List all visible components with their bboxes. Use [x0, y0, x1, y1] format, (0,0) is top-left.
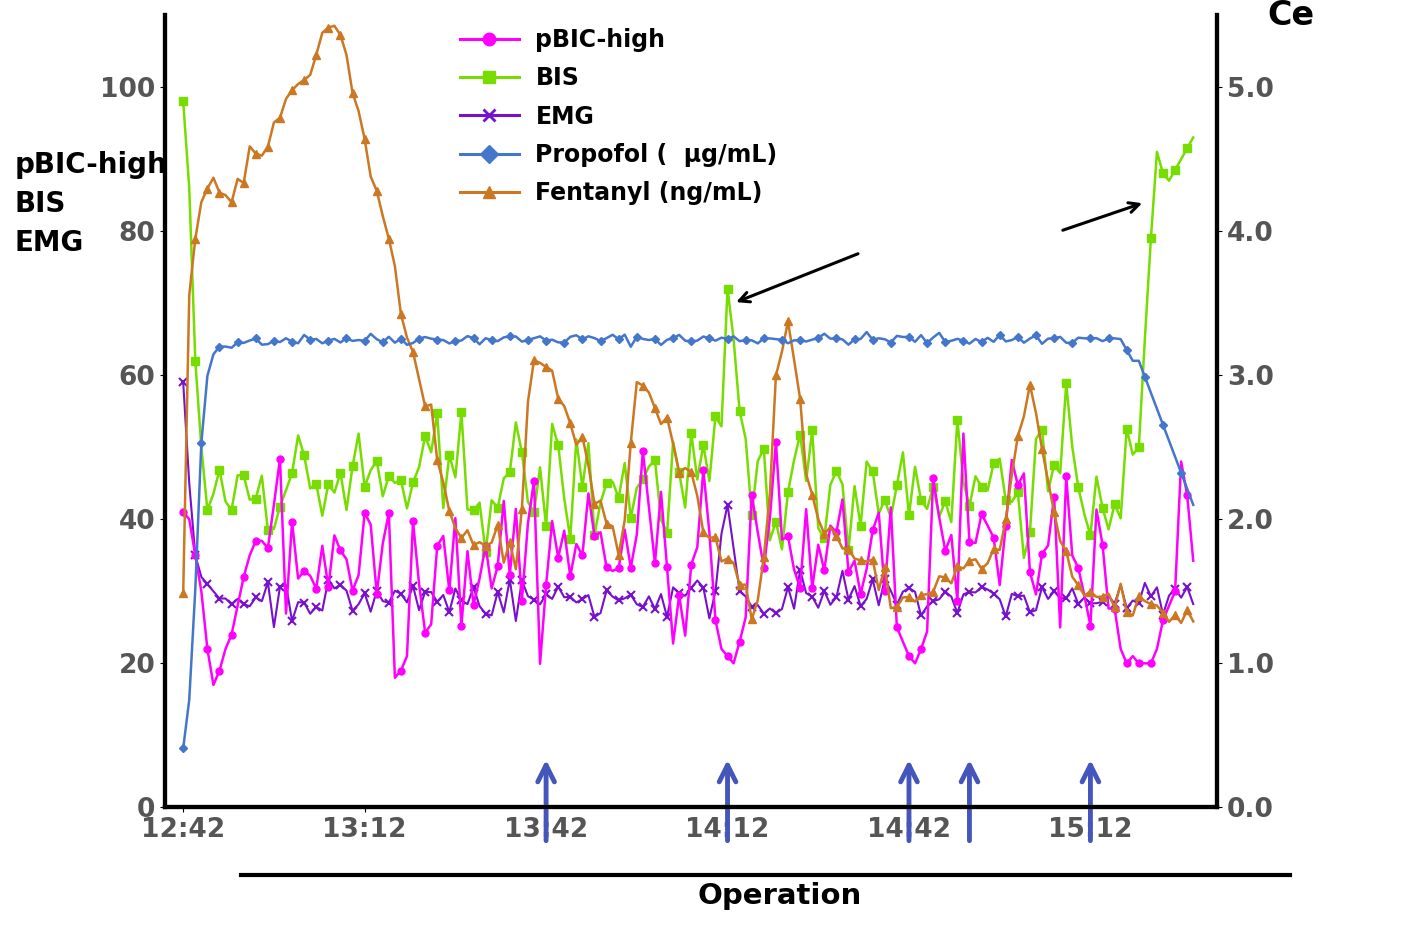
Text: Operation: Operation	[698, 882, 862, 910]
Text: pBIC-high
BIS
EMG: pBIC-high BIS EMG	[14, 151, 167, 256]
Legend: pBIC-high, BIS, EMG, Propofol (  μg/mL), Fentanyl (ng/mL): pBIC-high, BIS, EMG, Propofol ( μg/mL), …	[451, 19, 787, 214]
Y-axis label: Ce: Ce	[1268, 0, 1314, 32]
